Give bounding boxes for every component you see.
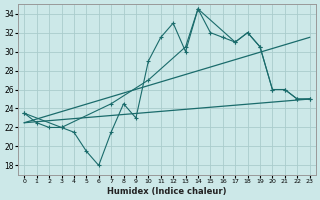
X-axis label: Humidex (Indice chaleur): Humidex (Indice chaleur) <box>107 187 227 196</box>
